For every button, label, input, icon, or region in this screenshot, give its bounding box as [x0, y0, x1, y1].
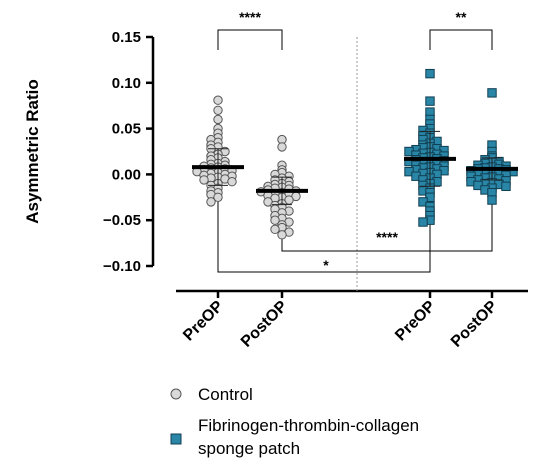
significance-label: **	[456, 9, 467, 25]
x-category-label: PostOP	[238, 298, 291, 351]
data-point-patch	[425, 96, 435, 106]
significance-label: ****	[239, 9, 261, 25]
significance-bracket	[217, 201, 431, 273]
data-point-control	[213, 95, 223, 105]
axes-group: 0.15 0.10 0.05 0.00 −0.05 −0.10 Asymmetric Rat…	[23, 29, 528, 298]
significance-label: *	[323, 257, 329, 273]
x-category-label: PreOP	[392, 298, 439, 345]
data-points	[192, 68, 518, 240]
legend-label-patch-line2: sponge patch	[198, 439, 300, 458]
significance-label: ****	[376, 229, 398, 245]
data-point-control	[213, 105, 223, 115]
y-tick-label: 0.15	[112, 29, 141, 46]
legend-marker-patch	[170, 433, 182, 445]
data-point-control	[270, 215, 280, 225]
legend-marker-control	[170, 388, 182, 400]
x-category-label: PostOP	[448, 298, 501, 351]
y-tick-label: −0.10	[103, 258, 141, 275]
data-point-control	[277, 142, 287, 152]
data-point-patch	[501, 181, 511, 192]
data-point-patch	[418, 217, 428, 227]
x-category-label: PreOP	[180, 298, 227, 345]
legend-label-patch-line1: Fibrinogen-thrombin-collagen	[198, 416, 419, 435]
legend-label-control: Control	[198, 385, 253, 404]
y-axis-label: Asymmetric Ratio	[23, 79, 42, 224]
y-tick-label: 0.00	[112, 166, 141, 183]
data-point-patch	[425, 68, 435, 79]
data-point-control	[270, 224, 280, 235]
data-point-control	[199, 175, 209, 185]
data-point-control	[213, 114, 223, 125]
y-tick-label: −0.05	[103, 212, 141, 229]
data-point-patch	[487, 195, 497, 205]
data-point-patch	[487, 88, 497, 98]
significance-bracket	[429, 29, 493, 50]
legend: Control Fibrinogen-thrombin-collagen spong…	[170, 385, 419, 458]
y-tick-label: 0.05	[112, 121, 141, 138]
significance-bracket	[217, 29, 283, 50]
significance-brackets: **** *******	[217, 9, 493, 273]
data-point-control	[277, 230, 287, 240]
y-tick-label: 0.10	[112, 75, 141, 92]
data-point-control	[213, 192, 223, 203]
category-labels: PreOP PostOP PreOP PostOP	[180, 298, 501, 351]
summary-bars	[192, 130, 518, 206]
data-point-control	[206, 197, 216, 207]
data-point-control	[227, 177, 237, 187]
